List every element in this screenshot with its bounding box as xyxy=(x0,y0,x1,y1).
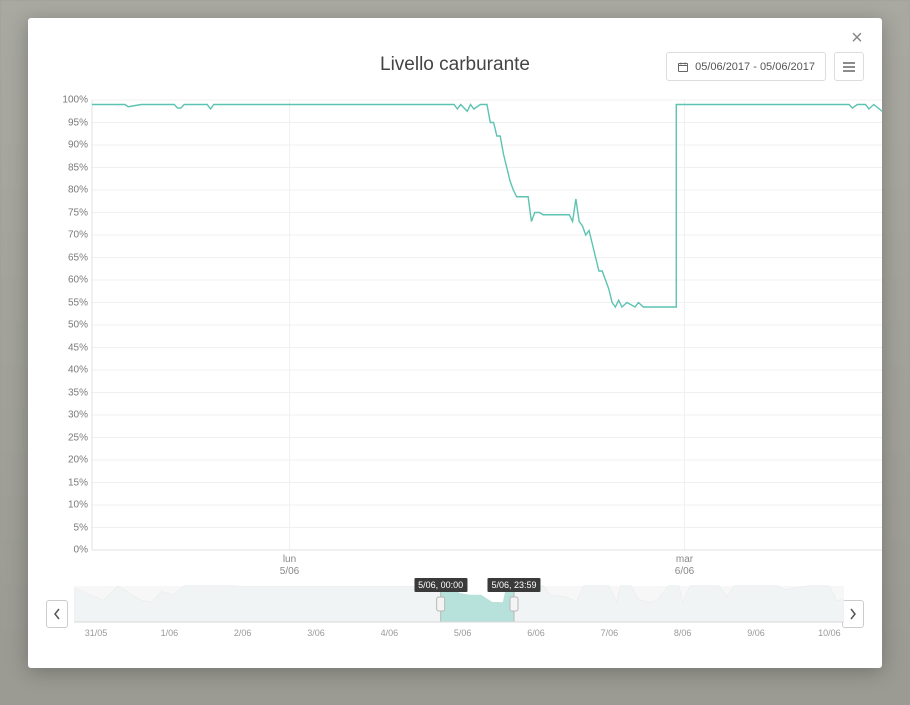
nav-day-label: 1/06 xyxy=(161,628,179,638)
range-tooltip: 5/06, 00:00 xyxy=(414,578,467,592)
x-axis-label: mar6/06 xyxy=(675,554,694,578)
fuel-level-modal: × Livello carburante 05/06/2017 - 05/06/… xyxy=(28,18,882,668)
nav-day-label: 8/06 xyxy=(674,628,692,638)
nav-day-label: 7/06 xyxy=(601,628,619,638)
fuel-series-line xyxy=(92,105,882,308)
nav-day-label: 9/06 xyxy=(747,628,765,638)
range-tooltip: 5/06, 23:59 xyxy=(487,578,540,592)
nav-day-label: 6/06 xyxy=(527,628,545,638)
modal-header: Livello carburante 05/06/2017 - 05/06/20… xyxy=(46,52,864,90)
nav-day-label: 3/06 xyxy=(307,628,325,638)
chevron-right-icon xyxy=(849,608,857,620)
nav-day-label: 4/06 xyxy=(381,628,399,638)
nav-prev-button[interactable] xyxy=(46,600,68,628)
nav-next-button[interactable] xyxy=(842,600,864,628)
range-handle[interactable] xyxy=(510,597,518,611)
chart-svg xyxy=(46,94,882,578)
close-icon[interactable]: × xyxy=(848,30,866,48)
chart-menu-button[interactable] xyxy=(834,52,864,81)
date-range-label: 05/06/2017 - 05/06/2017 xyxy=(695,61,815,73)
nav-day-label: 10/06 xyxy=(818,628,841,638)
nav-day-label: 31/05 xyxy=(85,628,108,638)
range-navigator[interactable]: 31/05 1/06 2/06 3/06 4/06 5/06 6/06 7/06 8/06 9/0… xyxy=(46,578,864,638)
chevron-left-icon xyxy=(53,608,61,620)
range-handle[interactable] xyxy=(437,597,445,611)
calendar-icon xyxy=(677,61,689,73)
x-axis-label: lun5/06 xyxy=(280,554,299,578)
nav-day-label: 5/06 xyxy=(454,628,472,638)
main-chart: 0%5%10%15%20%25%30%35%40%45%50%55%60%65%… xyxy=(46,94,864,574)
nav-day-label: 2/06 xyxy=(234,628,252,638)
date-range-button[interactable]: 05/06/2017 - 05/06/2017 xyxy=(666,52,826,81)
hamburger-icon xyxy=(842,61,856,73)
header-controls: 05/06/2017 - 05/06/2017 xyxy=(666,52,864,81)
